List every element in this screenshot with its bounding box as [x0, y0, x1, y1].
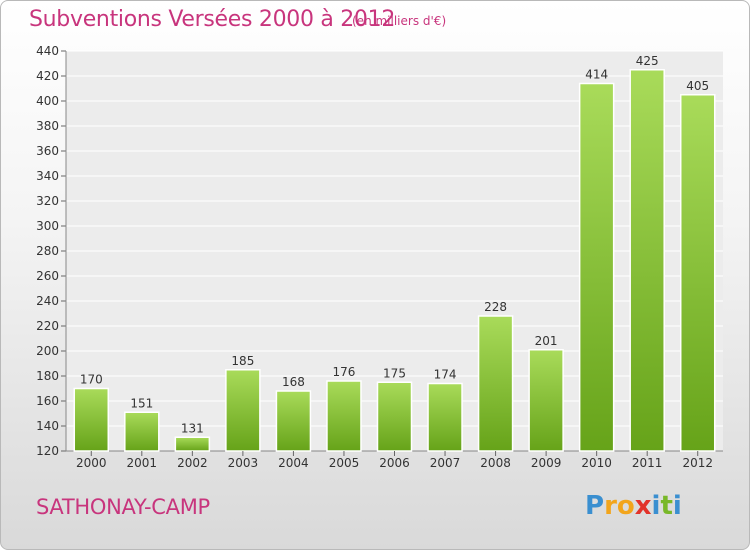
y-tick-label: 340 [36, 169, 59, 183]
x-tick-label: 2007 [430, 456, 461, 470]
logo-letter: P [585, 491, 605, 521]
logo-letter: t [660, 491, 673, 521]
proxiti-logo: Proxiti [585, 491, 682, 521]
data-label: 405 [686, 79, 709, 93]
x-tick-label: 2011 [632, 456, 663, 470]
bar-2003 [225, 369, 261, 452]
y-tick-label: 280 [36, 244, 59, 258]
y-tick-label: 200 [36, 344, 59, 358]
y-tick-label: 120 [36, 444, 59, 458]
bar-2000 [73, 387, 110, 452]
y-tick-label: 160 [36, 394, 59, 408]
y-tick-label: 360 [36, 144, 59, 158]
x-tick-label: 2010 [581, 456, 612, 470]
chart-title: Subventions Versées 2000 à 2012 [29, 7, 396, 32]
y-tick-label: 240 [36, 294, 59, 308]
logo-letter: i [651, 491, 661, 521]
data-label: 176 [333, 365, 356, 379]
logo-letter: r [604, 491, 617, 521]
bar-2004 [275, 390, 312, 452]
data-label: 185 [231, 354, 254, 368]
data-label: 175 [383, 366, 406, 380]
bar-2006 [376, 381, 413, 452]
bar-2010 [578, 82, 615, 452]
data-label: 201 [535, 334, 558, 348]
bar-2008 [477, 315, 514, 452]
x-tick-label: 2012 [682, 456, 713, 470]
x-tick-label: 2003 [228, 456, 259, 470]
logo-letter: o [616, 491, 635, 521]
x-tick-label: 2009 [531, 456, 562, 470]
y-tick-label: 320 [36, 194, 59, 208]
y-tick-label: 260 [36, 269, 59, 283]
y-tick-label: 300 [36, 219, 59, 233]
data-label: 168 [282, 375, 305, 389]
y-tick-label: 380 [36, 119, 59, 133]
x-tick-label: 2005 [329, 456, 360, 470]
logo-letter: x [634, 491, 652, 521]
bar-2001 [124, 411, 160, 452]
x-tick-label: 2000 [76, 456, 107, 470]
x-tick-label: 2001 [127, 456, 158, 470]
bar-2012 [679, 94, 716, 452]
bar-2011 [629, 69, 665, 452]
x-tick-label: 2008 [480, 456, 511, 470]
bar-2002 [174, 436, 211, 452]
data-label: 174 [434, 368, 457, 382]
y-tick-label: 180 [36, 369, 59, 383]
y-tick-label: 400 [36, 94, 59, 108]
data-label: 151 [130, 396, 153, 410]
y-tick-label: 420 [36, 69, 59, 83]
y-tick-label: 220 [36, 319, 59, 333]
data-label: 131 [181, 421, 204, 435]
y-tick-label: 140 [36, 419, 59, 433]
chart-subtitle: (en milliers d'€) [352, 14, 447, 28]
x-tick-label: 2004 [278, 456, 309, 470]
bar-2005 [326, 380, 362, 452]
bar-2007 [427, 382, 463, 452]
bar-2009 [528, 349, 564, 452]
x-tick-label: 2006 [379, 456, 410, 470]
data-label: 228 [484, 300, 507, 314]
data-label: 425 [636, 54, 659, 68]
y-tick-label: 440 [36, 44, 59, 58]
logo-letter: i [672, 491, 682, 521]
commune-name: SATHONAY-CAMP [36, 495, 210, 519]
data-label: 170 [80, 373, 103, 387]
x-tick-label: 2002 [177, 456, 208, 470]
data-label: 414 [585, 68, 608, 82]
